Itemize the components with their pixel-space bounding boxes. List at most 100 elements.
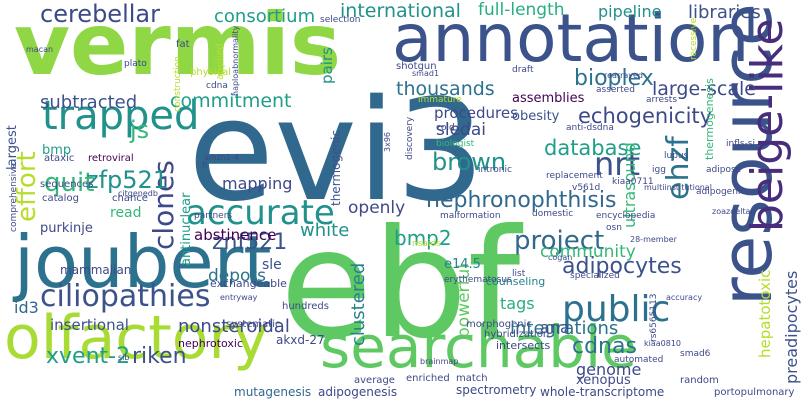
word-mutagenesis: mutagenesis [234, 385, 312, 399]
word-retroviral: retroviral [88, 153, 134, 164]
word-adipogenesis: adipogenesis [318, 385, 398, 399]
word-discovery: discovery [405, 116, 415, 160]
word-immature: immature [418, 95, 462, 105]
word-recessive: recessive [689, 17, 699, 60]
word-thermogenic: thermogenic [329, 130, 343, 206]
word-3x96: 3x96 [383, 131, 392, 152]
word-ataxic: ataxic [44, 153, 75, 164]
word-ana: ana [540, 318, 570, 337]
word-trapped: trapped [42, 93, 200, 139]
word-joubert: joubert [14, 220, 272, 304]
word-full-length: full-length [478, 0, 565, 20]
word-consortium: consortium [214, 6, 316, 27]
word-libraries: libraries [688, 2, 761, 23]
word-counseling: counseling [486, 275, 546, 288]
word-clustered: clustered [348, 262, 369, 346]
word-database: database [544, 136, 642, 160]
word-depots: depots [208, 266, 266, 286]
word-cold: cold [436, 123, 455, 133]
word-multiinstitutional: multiinstitutional [644, 183, 712, 192]
word-malformation: malformation [440, 211, 501, 221]
word-id3: id3 [14, 298, 39, 317]
word-macan: macan [26, 45, 54, 54]
word-insertional: insertional [50, 316, 129, 334]
word-evi3: evi3 [188, 70, 485, 233]
word-searchable: searchable [320, 313, 637, 381]
word-mammalian: mammalian [60, 263, 132, 277]
word-draft: draft [512, 65, 534, 75]
word-intronic: intronic [478, 165, 512, 175]
word-cogan: cogan [548, 253, 573, 262]
word-cdnas: cdnas [572, 334, 637, 359]
word-kiaa0810: kiaa0810 [644, 339, 682, 348]
word-selection: selection [320, 15, 361, 25]
word-quit: quit [44, 168, 95, 198]
word-xvent-2: xvent-2 [46, 344, 131, 369]
word-partners: partners [194, 211, 233, 221]
word-osn: osn [606, 223, 622, 233]
word-asserted: asserted [596, 85, 635, 95]
word-large-scale: large-scale [652, 78, 756, 100]
word-hundreds: hundreds [282, 301, 329, 312]
word-akxd-27: akxd-27 [276, 333, 325, 347]
word-accurate: accurate [186, 193, 335, 233]
word-hepatotoxic: hepatotoxic [756, 269, 774, 358]
word-catalog: catalog [42, 193, 79, 204]
word-community: community [540, 242, 636, 262]
word-lupus: lupus [664, 151, 689, 161]
word-sequences: sequences [40, 179, 94, 190]
word-whole-transcriptome: whole-transcriptome [540, 385, 665, 399]
word-white: white [300, 220, 350, 241]
word-encyclopedia: encyclopedia [596, 211, 656, 221]
word-subtracted: subtracted [40, 92, 138, 113]
word-nephrotoxic: nephrotoxic [178, 337, 244, 350]
word-igg: igg [652, 165, 666, 175]
word-annotation: annotation [392, 0, 750, 77]
word-smad6: smad6 [680, 349, 711, 359]
word-portopulmonary: portopulmonary [714, 387, 795, 398]
word-citgenedb: citgenedb [118, 189, 158, 198]
word-read: read [110, 205, 142, 221]
word-thousands: thousands [396, 78, 495, 100]
word-comprehensive: comprehensive [9, 163, 19, 232]
word-anti-dsdna: anti-dsdna [566, 123, 614, 133]
word-tags: tags [500, 294, 535, 313]
word-arrests: arrests [646, 95, 678, 105]
word-adipocytes: adipocytes [562, 254, 682, 279]
word-kiaa0711: kiaa0711 [612, 177, 654, 187]
word-beige-like: beige-like [742, 18, 793, 232]
word-spectrometry: spectrometry [456, 383, 537, 397]
word-mapping: mapping [222, 174, 293, 193]
word-obesity: obesity [512, 109, 560, 124]
word-js: js [130, 116, 150, 144]
word-brown: brown [432, 148, 507, 176]
word-random: random [680, 375, 719, 386]
word-morphogenic: morphogenic [466, 319, 532, 330]
word-riken: riken [132, 344, 187, 369]
word-bioplex: bioplex [574, 66, 654, 91]
word-genome: genome [576, 360, 642, 379]
word-match: match [456, 373, 488, 384]
word-pipeline: pipeline [598, 2, 662, 21]
word-entryway: entryway [220, 293, 258, 302]
word-e14-5: e14.5 [444, 257, 481, 272]
word-ebf: ebf [280, 198, 521, 372]
word-average: average [354, 375, 395, 386]
word-abstinence: abstinence [194, 226, 277, 244]
word-sib: sib [118, 353, 130, 362]
word-enriched: enriched [406, 373, 450, 384]
word-procedures: procedures [434, 104, 518, 122]
word-domestic: domestic [532, 209, 574, 219]
word-nrt: nrt [594, 145, 640, 183]
word-vermis: vermis [14, 0, 342, 95]
word-v561d: v561d [572, 183, 601, 193]
word-replacement: replacement [546, 171, 603, 181]
word-bmp: bmp [42, 143, 72, 158]
word-applied: applied [215, 43, 226, 80]
word-integrations: integrations [510, 318, 619, 339]
word-adipogenic: adipogenic [696, 187, 746, 197]
word-pairs: pairs [318, 47, 336, 84]
word-zfp521: zfp521 [86, 166, 169, 194]
word-nonsteroidal: nonsteroidal [178, 316, 290, 337]
